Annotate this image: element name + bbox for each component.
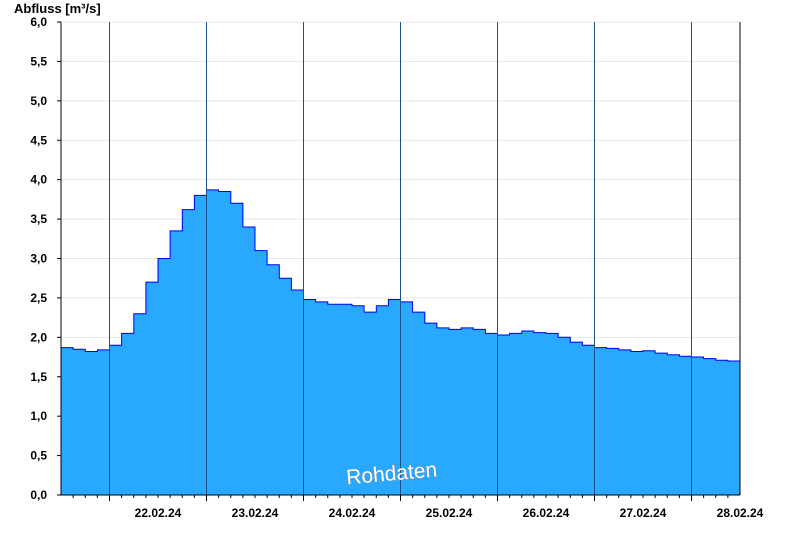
day-separators xyxy=(109,22,692,495)
y-tick-label: 2,5 xyxy=(30,291,47,305)
x-tick-label: 27.02.24 xyxy=(620,506,667,520)
y-tick-label: 2,0 xyxy=(30,330,47,344)
x-tick-label: 23.02.24 xyxy=(232,506,279,520)
x-tick-label: 24.02.24 xyxy=(329,506,376,520)
y-tick-label: 0,5 xyxy=(30,449,47,463)
x-tick-label: 26.02.24 xyxy=(523,506,570,520)
y-tick-label: 6,0 xyxy=(30,15,47,29)
y-tick-label: 4,0 xyxy=(30,173,47,187)
y-tick-label: 5,0 xyxy=(30,94,47,108)
y-tick-label: 4,5 xyxy=(30,133,47,147)
x-tick-label: 22.02.24 xyxy=(135,506,182,520)
y-axis-label: Abfluss [m³/s] xyxy=(14,1,101,16)
y-tick-label: 1,5 xyxy=(30,370,47,384)
y-tick-label: 0,0 xyxy=(30,488,47,502)
y-tick-label: 3,5 xyxy=(30,212,47,226)
y-tick-label: 5,5 xyxy=(30,54,47,68)
y-tick-label: 1,0 xyxy=(30,409,47,423)
series-line xyxy=(61,189,741,363)
y-tick-label: 3,0 xyxy=(30,252,47,266)
y-ticks: 0,0 0,5 1,0 1,5 2,0 2,5 3,0 3,5 4,0 4,5 5,0 5,5 6,0 xyxy=(30,15,61,502)
x-tick-label: 25.02.24 xyxy=(426,506,473,520)
x-ticks: 22.02.24 23.02.24 24.02.24 25.02.24 26.02.24… xyxy=(72,495,764,520)
x-tick-label: 28.02.24 xyxy=(717,506,764,520)
